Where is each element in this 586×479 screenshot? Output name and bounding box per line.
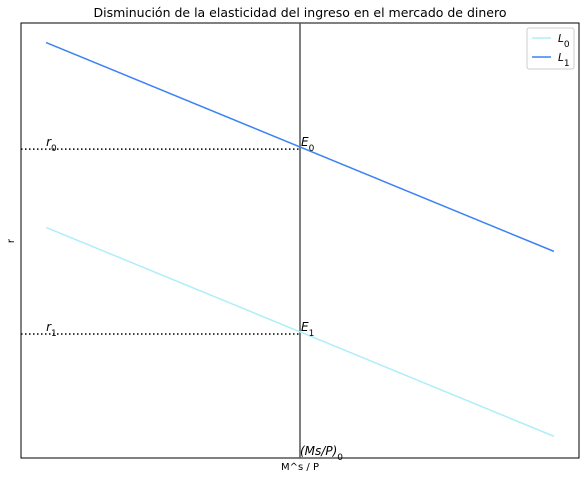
series-line-L1 <box>45 41 555 253</box>
rate-label-0: r0 <box>46 135 57 154</box>
money-supply-label: (Ms/P)0 <box>300 444 343 463</box>
equilibrium-label-0: E0 <box>301 135 315 154</box>
legend-label-L1: L1 <box>558 52 570 69</box>
equilibrium-label-1: E1 <box>301 320 314 339</box>
series-line-L0 <box>45 226 555 437</box>
y-axis-label: r <box>6 238 17 243</box>
chart-title: Disminución de la elasticidad del ingres… <box>93 5 506 20</box>
x-axis-label: M^s / P <box>281 462 319 473</box>
rate-label-1: r1 <box>46 320 57 339</box>
legend-label-L0: L0 <box>558 33 570 50</box>
